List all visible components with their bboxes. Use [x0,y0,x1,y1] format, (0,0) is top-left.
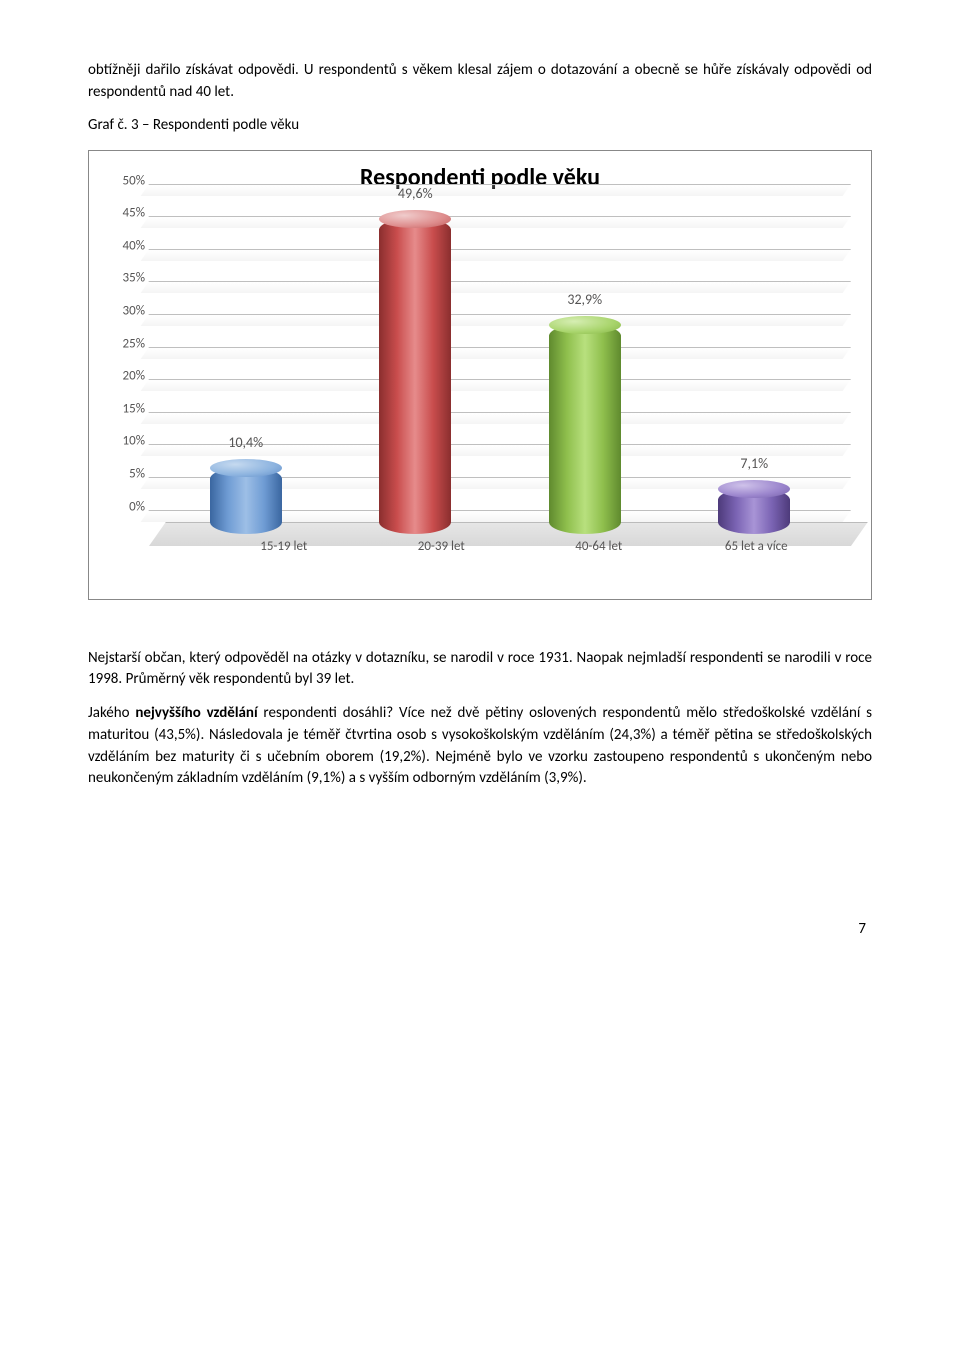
x-axis-label: 65 let a více [678,539,836,554]
bar-cylinder: 32,9% [549,324,621,533]
y-tick-label: 5% [105,466,145,481]
y-tick-label: 20% [105,369,145,384]
bar-top-ellipse [379,210,451,228]
y-tick-label: 30% [105,303,145,318]
p2-bold: nejvyššího vzdělání [135,704,257,722]
y-tick-label: 0% [105,499,145,514]
bar-value-label: 10,4% [228,434,263,451]
bar-cylinder: 49,6% [379,218,451,533]
x-axis-label: 40-64 let [520,539,678,554]
y-tick-label: 10% [105,434,145,449]
bar-value-label: 7,1% [740,455,768,472]
y-tick-label: 40% [105,238,145,253]
chart-caption: Graf č. 3 – Respondenti podle věku [88,116,872,134]
bar-cylinder: 10,4% [210,467,282,533]
bar-slot: 32,9% [500,324,670,533]
bar-value-label: 49,6% [398,185,433,202]
y-tick-label: 25% [105,336,145,351]
x-axis-label: 15-19 let [205,539,363,554]
age-chart: Respondenti podle věku 0%5%10%15%20%25%3… [88,150,872,600]
bar-body [210,467,282,533]
y-tick-label: 45% [105,206,145,221]
x-axis-label: 20-39 let [363,539,521,554]
y-tick-label: 15% [105,401,145,416]
body-paragraph-2: Jakého nejvyššího vzdělání respondenti d… [88,703,872,790]
intro-paragraph: obtížněji dařilo získávat odpovědi. U re… [88,60,872,104]
page-number: 7 [88,920,872,938]
bar-cylinder: 7,1% [718,488,790,533]
bar-slot: 10,4% [161,467,331,533]
plot-area: 0%5%10%15%20%25%30%35%40%45%50% 10,4%49,… [149,196,851,546]
y-tick-label: 50% [105,173,145,188]
y-tick-label: 35% [105,271,145,286]
bar-body [549,324,621,533]
bar-slot: 49,6% [331,218,501,533]
bar-slot: 7,1% [670,488,840,533]
p2-lead: Jakého [88,704,135,722]
gridline [141,184,851,196]
body-paragraph-1: Nejstarší občan, který odpověděl na otáz… [88,648,872,692]
bar-value-label: 32,9% [567,291,602,308]
bar-body [379,218,451,533]
